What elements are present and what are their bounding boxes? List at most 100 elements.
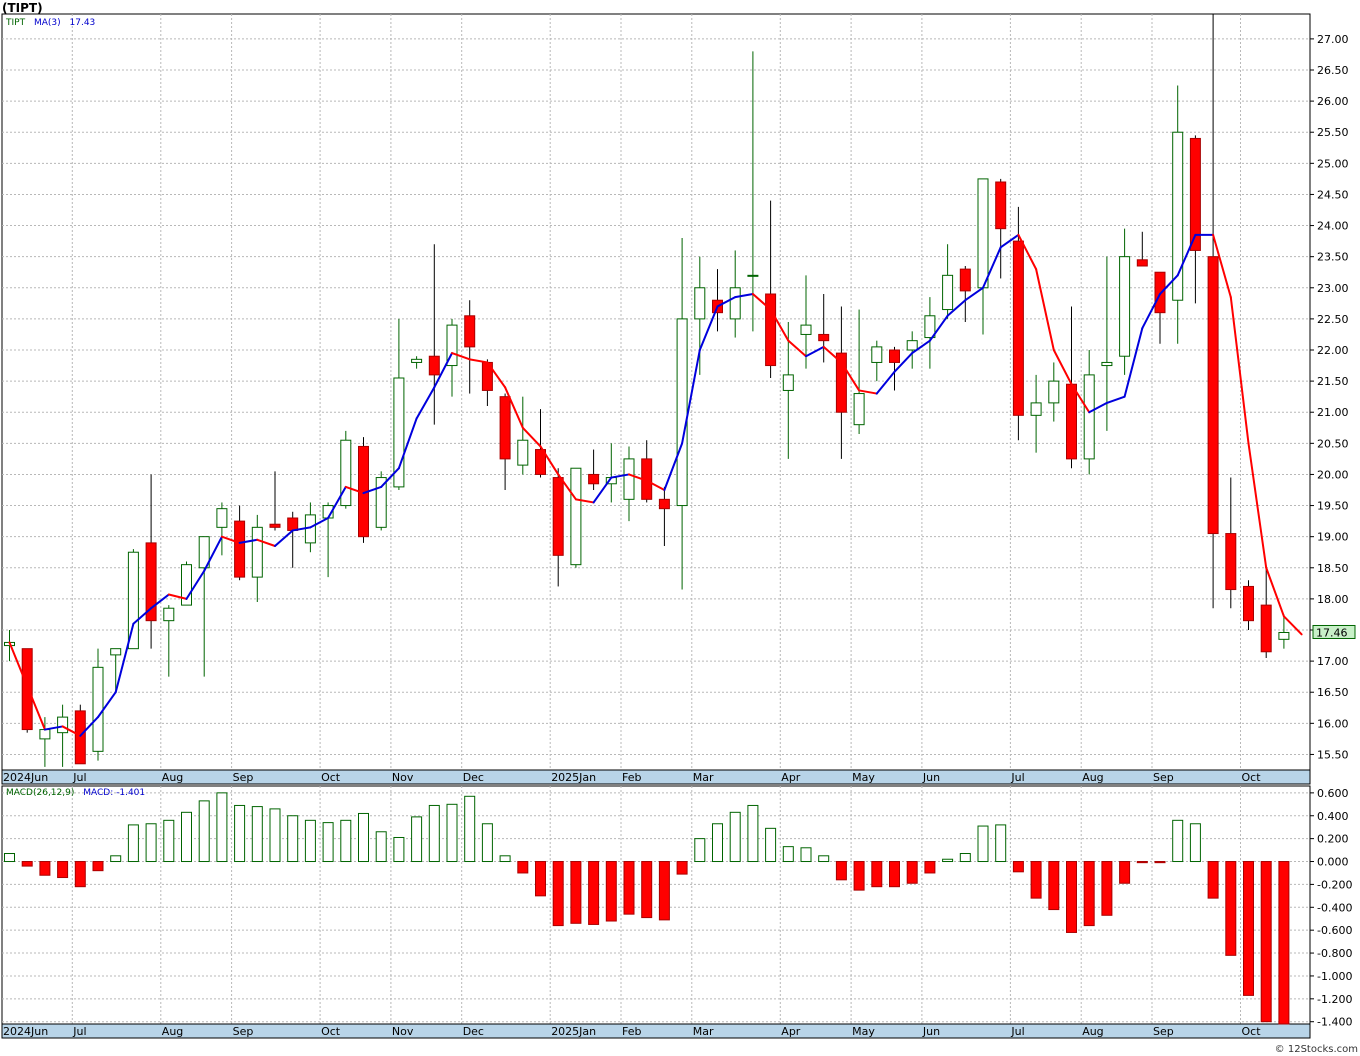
macd-bar-positive <box>428 804 440 863</box>
candle-body-down <box>1207 256 1219 535</box>
candle <box>588 449 600 490</box>
price-y-tick-label: 24.00 <box>1317 220 1349 233</box>
candle-body-down <box>234 520 246 578</box>
candle <box>623 446 635 522</box>
watermark: © 12Stocks.com <box>1275 1044 1358 1055</box>
ma3-segment <box>504 386 524 429</box>
macd-bar-negative <box>535 861 546 897</box>
macd-x-tick-label: Aug <box>162 1025 183 1038</box>
last-price-label: 17.46 <box>1316 626 1348 639</box>
price-legend-ma-value: 17.43 <box>70 18 96 28</box>
candle-body-up <box>92 666 104 752</box>
candle <box>340 430 352 509</box>
candle <box>1260 567 1272 658</box>
macd-y-tick-label: -1.400 <box>1317 1016 1352 1029</box>
macd-bar-negative <box>889 861 900 888</box>
macd-bar-negative <box>517 861 529 874</box>
candle <box>393 318 405 490</box>
macd-x-axis: 2024Jun Jul Aug Sep Oct Nov Dec 2025Jan Feb Mar Ap… <box>3 1025 1261 1038</box>
ma3-segment <box>26 685 46 731</box>
candle <box>906 331 918 369</box>
candle <box>835 306 847 459</box>
macd-bar-negative <box>1012 861 1024 873</box>
ma3-segment <box>1123 327 1144 398</box>
macd-bar-positive <box>818 855 830 863</box>
candle-body-up <box>446 324 458 367</box>
price-panel <box>1 13 1311 771</box>
price-x-tick-label: Dec <box>463 771 484 784</box>
candle-body-up <box>1030 402 1042 416</box>
candle <box>1207 14 1219 609</box>
candle <box>517 396 529 475</box>
candle-body-down <box>959 268 971 292</box>
macd-bar-negative <box>1048 861 1060 911</box>
candle <box>1189 135 1201 304</box>
macd-y-tick-label: -1.200 <box>1317 993 1352 1006</box>
macd-y-tick-label: -0.200 <box>1317 878 1352 891</box>
candle-body-down <box>287 517 299 531</box>
macd-bar-negative <box>853 861 865 891</box>
macd-bar-positive <box>181 811 192 863</box>
price-x-tick-label: Jul <box>72 771 86 784</box>
macd-x-tick-label: Oct <box>321 1025 341 1038</box>
price-y-tick-label: 26.00 <box>1317 95 1349 108</box>
candle-body-down <box>269 523 281 528</box>
price-y-axis: 15.5016.0016.5017.0017.5018.0018.5019.00… <box>1310 33 1349 761</box>
last-price-badge <box>1312 624 1356 639</box>
macd-bar-negative <box>552 861 564 927</box>
candle-body-up <box>570 467 582 566</box>
macd-bar-negative <box>1154 861 1166 864</box>
candle <box>411 356 423 369</box>
candle <box>924 297 936 369</box>
macd-bar-negative <box>1136 861 1148 864</box>
macd-x-tick-label: Dec <box>463 1025 484 1038</box>
price-x-axis: 2024Jun Jul Aug Sep Oct Nov Dec 2025Jan Feb Mar Ap… <box>3 771 1261 784</box>
ma3-segment <box>663 442 684 491</box>
candle <box>464 300 476 394</box>
macd-x-tick-label: Feb <box>622 1025 641 1038</box>
price-y-tick-label: 24.50 <box>1317 188 1349 201</box>
macd-bar-negative <box>1278 861 1290 1025</box>
candle-body-up <box>411 358 423 363</box>
ma3-segment <box>822 345 843 364</box>
macd-bar-positive <box>712 823 723 863</box>
candle-body-up <box>163 607 175 622</box>
price-y-tick-label: 18.00 <box>1317 593 1349 606</box>
macd-bar-negative <box>1030 861 1042 899</box>
candle <box>889 346 900 391</box>
candle <box>942 244 954 319</box>
macd-bar-positive <box>4 853 15 863</box>
ma3-segment <box>1159 274 1179 295</box>
candle <box>552 468 564 587</box>
ma3-segment <box>150 593 170 610</box>
ma3-segment <box>875 370 896 395</box>
ma3-segment <box>557 473 577 501</box>
macd-bar-positive <box>729 811 741 863</box>
price-x-tick-label: Apr <box>781 771 801 784</box>
ma3-segment <box>521 426 542 448</box>
candle-body-down <box>1189 137 1201 251</box>
candle <box>74 704 86 765</box>
candle-body-up <box>1083 374 1095 460</box>
candle <box>1243 580 1254 630</box>
candle-body-up <box>517 439 529 466</box>
macd-bar-negative <box>1207 861 1219 899</box>
macd-bar-negative <box>1101 861 1113 916</box>
macd-bar-positive <box>234 804 246 863</box>
macd-bar-positive <box>464 795 476 863</box>
price-legend: TIPT MA(3) 17.43 <box>5 18 95 28</box>
candle <box>1225 477 1237 609</box>
price-x-tick-label: May <box>852 771 875 784</box>
macd-x-tick-label: Jul <box>72 1025 86 1038</box>
candle-body-up <box>198 536 210 569</box>
candle <box>446 318 458 397</box>
price-y-tick-label: 25.00 <box>1317 157 1349 170</box>
macd-x-tick-label: Sep <box>1153 1025 1174 1038</box>
macd-x-tick-label: Jul <box>1010 1025 1024 1038</box>
macd-y-tick-label: -1.000 <box>1317 970 1352 983</box>
ma3-segment <box>1052 349 1073 386</box>
macd-bar-positive <box>269 808 281 863</box>
macd-bar-positive <box>959 853 971 863</box>
macd-bar-positive <box>145 823 157 863</box>
ma3-segment <box>840 361 861 392</box>
